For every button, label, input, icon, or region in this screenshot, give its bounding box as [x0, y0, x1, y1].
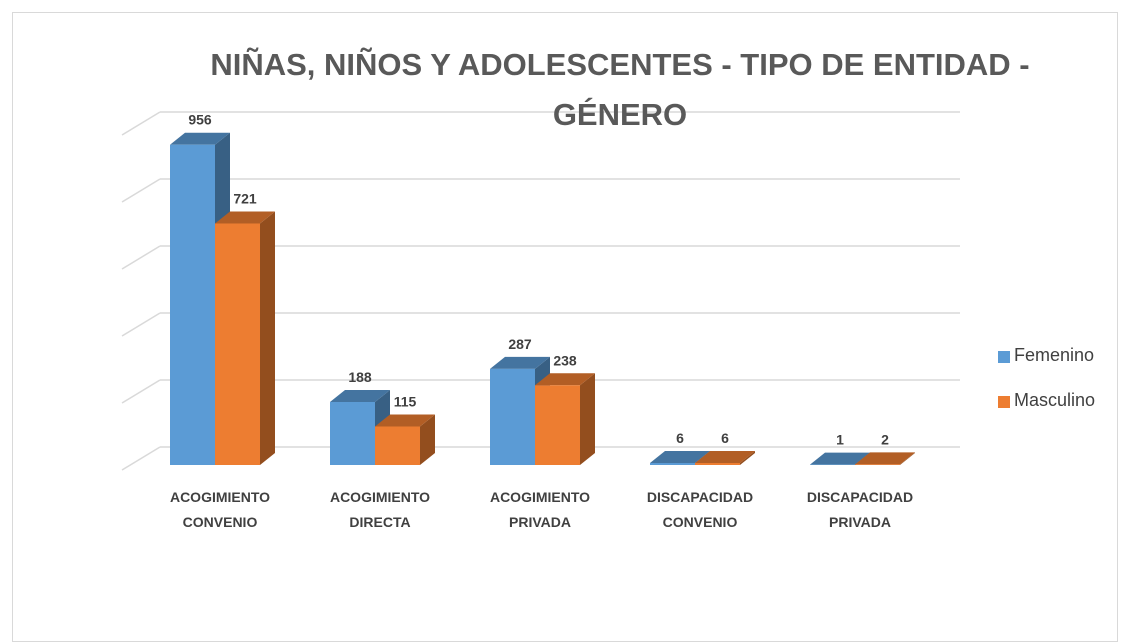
grid-line [122, 246, 160, 269]
x-tick-label: DISCAPACIDAD PRIVADA [800, 485, 920, 535]
bar-face [695, 463, 740, 465]
data-label: 1 [836, 432, 844, 448]
data-label: 188 [348, 369, 372, 385]
data-label: 6 [721, 430, 729, 446]
grid-line [122, 447, 160, 470]
bar-face [375, 426, 420, 465]
legend-label: Masculino [1014, 390, 1095, 411]
x-tick-label: ACOGIMIENTO DIRECTA [320, 485, 440, 535]
grid-line [122, 112, 160, 135]
legend-label: Femenino [1014, 345, 1094, 366]
grid-line [122, 380, 160, 403]
data-label: 287 [508, 336, 532, 352]
grid-line [122, 179, 160, 202]
x-tick-label: DISCAPACIDAD CONVENIO [640, 485, 760, 535]
bar [375, 414, 435, 465]
bar [535, 373, 595, 465]
bar-face [170, 145, 215, 465]
bar-face [490, 369, 535, 465]
bar-face [330, 402, 375, 465]
legend-swatch [998, 351, 1010, 363]
data-label: 721 [233, 190, 257, 206]
data-label: 2 [881, 431, 889, 447]
legend-swatch [998, 396, 1010, 408]
data-label: 115 [394, 393, 417, 409]
bar-face [260, 211, 275, 465]
chart-title: NIÑAS, NIÑOS Y ADOLESCENTES - TIPO DE EN… [190, 40, 1050, 140]
bar [215, 211, 275, 465]
data-label: 6 [676, 430, 684, 446]
x-tick-label: ACOGIMIENTO CONVENIO [160, 485, 280, 535]
bar-face [215, 223, 260, 465]
bar-face [535, 385, 580, 465]
bar-face [855, 464, 900, 465]
bar-face [580, 373, 595, 465]
bar-face [650, 463, 695, 465]
x-tick-label: ACOGIMIENTO PRIVADA [480, 485, 600, 535]
data-label: 238 [553, 352, 577, 368]
grid-line [122, 313, 160, 336]
